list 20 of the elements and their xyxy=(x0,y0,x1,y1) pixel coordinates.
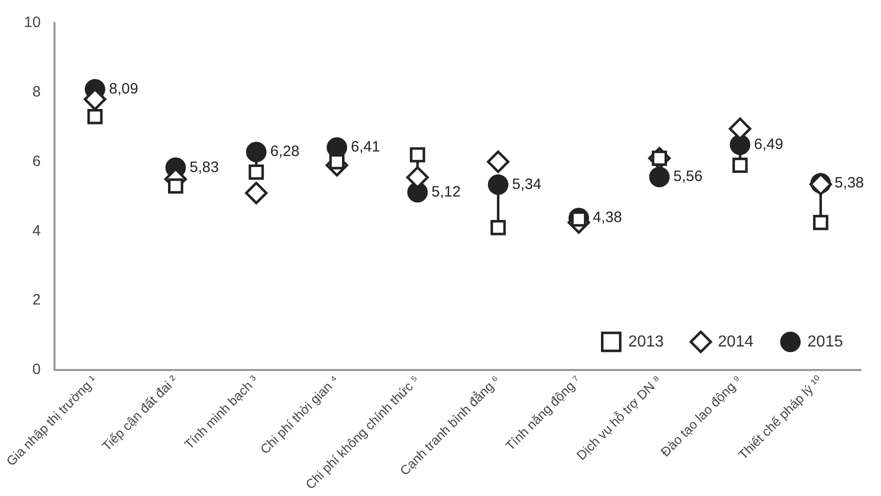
x-tick-label: Tiếp cận đất đai ² xyxy=(98,372,181,454)
legend-label: 2015 xyxy=(807,333,844,350)
y-tick-label: 4 xyxy=(32,222,41,240)
data-label: 5,83 xyxy=(190,158,219,176)
data-label: 6,28 xyxy=(270,143,300,160)
data-label: 4,38 xyxy=(592,209,622,226)
y-tick-label: 2 xyxy=(32,292,41,309)
data-label: 5,38 xyxy=(834,174,864,192)
y-tick-label: 6 xyxy=(32,152,41,170)
data-label: 5,12 xyxy=(432,183,461,200)
data-label: 6,41 xyxy=(350,138,380,156)
legend-label: 2013 xyxy=(628,333,664,350)
data-label: 6,49 xyxy=(754,136,784,153)
data-label: 5,34 xyxy=(512,176,542,193)
y-tick-label: 0 xyxy=(32,361,41,378)
legend-label: 2014 xyxy=(718,333,754,350)
data-label: 8,09 xyxy=(109,80,138,98)
data-label: 5,56 xyxy=(673,168,703,186)
y-tick-label: 8 xyxy=(32,84,41,101)
y-tick-label: 10 xyxy=(24,14,41,32)
